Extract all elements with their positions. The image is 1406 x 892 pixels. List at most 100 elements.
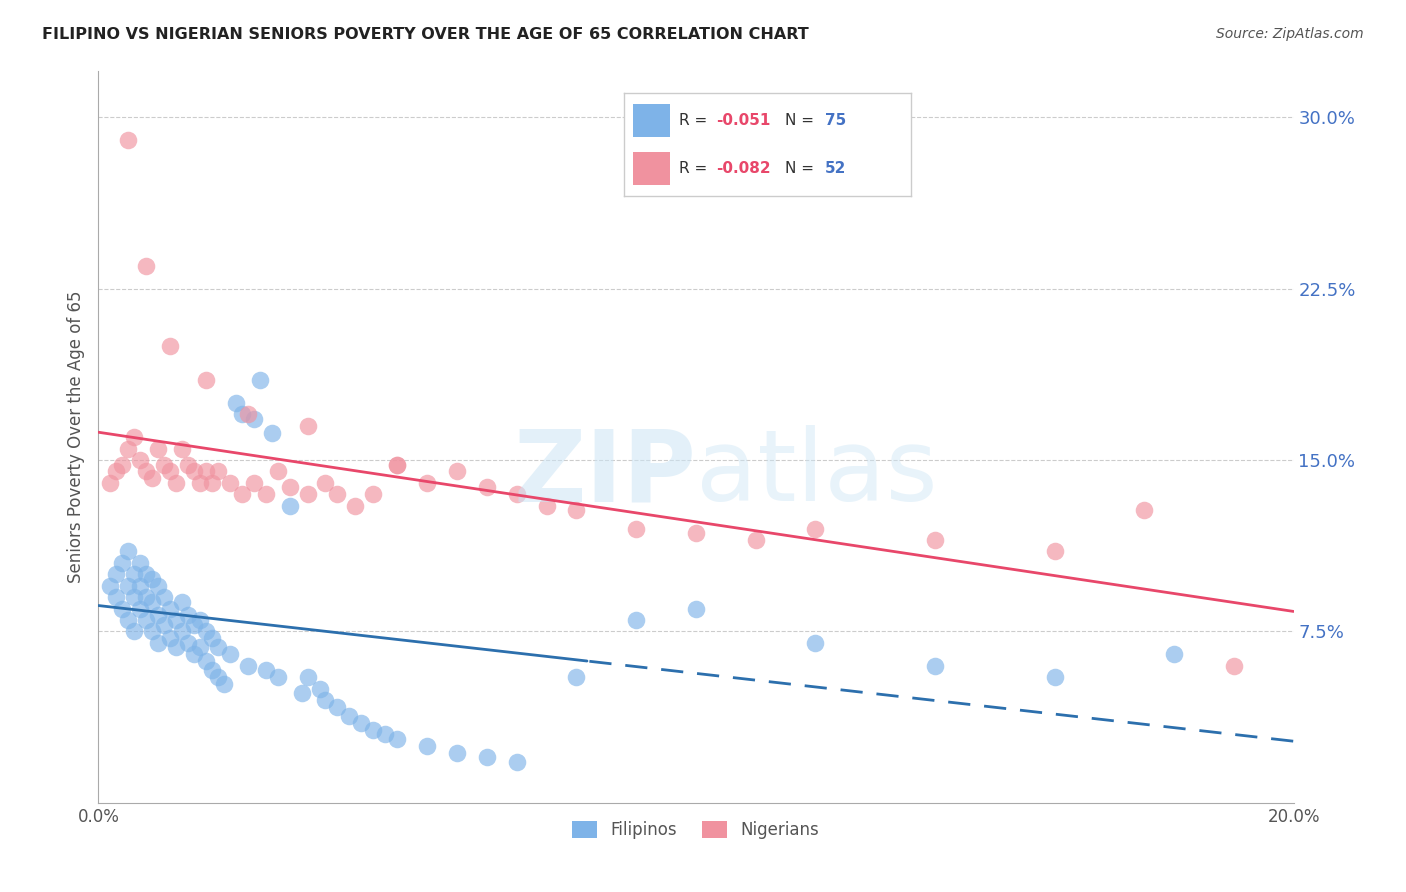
Point: [475, 750, 498, 764]
Point: [231, 407, 253, 421]
Text: atlas: atlas: [696, 425, 938, 522]
Point: [159, 632, 181, 646]
Point: [153, 617, 176, 632]
Point: [626, 613, 648, 627]
Point: [297, 670, 319, 684]
Point: [385, 458, 409, 472]
Point: [201, 663, 224, 677]
Point: [148, 442, 170, 456]
Point: [685, 601, 707, 615]
Point: [344, 499, 367, 513]
Point: [506, 755, 529, 769]
Point: [117, 544, 139, 558]
Point: [183, 464, 205, 478]
Point: [804, 521, 827, 535]
Point: [1163, 647, 1185, 661]
Point: [124, 624, 146, 639]
Point: [172, 595, 194, 609]
Point: [111, 458, 134, 472]
Point: [135, 464, 157, 478]
Point: [117, 613, 139, 627]
Point: [159, 338, 181, 352]
Text: Source: ZipAtlas.com: Source: ZipAtlas.com: [1216, 27, 1364, 41]
Point: [141, 471, 163, 485]
Point: [117, 133, 139, 147]
Point: [236, 658, 259, 673]
Point: [207, 670, 229, 684]
Point: [315, 693, 337, 707]
Point: [98, 475, 122, 490]
Point: [207, 640, 229, 655]
Point: [159, 464, 181, 478]
Point: [195, 373, 218, 387]
Point: [135, 567, 157, 582]
Point: [124, 567, 146, 582]
Point: [148, 636, 170, 650]
Point: [117, 579, 139, 593]
Text: ZIP: ZIP: [513, 425, 696, 522]
Point: [207, 464, 229, 478]
Point: [1043, 670, 1066, 684]
Point: [129, 579, 152, 593]
Point: [254, 487, 277, 501]
Point: [219, 475, 242, 490]
Point: [291, 686, 314, 700]
Point: [124, 430, 146, 444]
Point: [326, 699, 349, 714]
Point: [446, 746, 468, 760]
Point: [195, 624, 218, 639]
Point: [212, 677, 235, 691]
Point: [1223, 658, 1246, 673]
Point: [111, 556, 134, 570]
Point: [350, 715, 373, 730]
Point: [446, 464, 468, 478]
Point: [105, 567, 128, 582]
Point: [626, 521, 648, 535]
Point: [385, 731, 409, 746]
Point: [177, 458, 200, 472]
Point: [339, 709, 361, 723]
Point: [117, 442, 139, 456]
Point: [267, 670, 290, 684]
Point: [363, 487, 385, 501]
Point: [188, 613, 211, 627]
Point: [506, 487, 529, 501]
Point: [141, 572, 163, 586]
Point: [195, 464, 218, 478]
Point: [236, 407, 259, 421]
Point: [231, 487, 253, 501]
Text: FILIPINO VS NIGERIAN SENIORS POVERTY OVER THE AGE OF 65 CORRELATION CHART: FILIPINO VS NIGERIAN SENIORS POVERTY OVE…: [42, 27, 808, 42]
Point: [148, 579, 170, 593]
Point: [219, 647, 242, 661]
Point: [363, 723, 385, 737]
Point: [416, 475, 439, 490]
Point: [254, 663, 277, 677]
Point: [297, 418, 319, 433]
Point: [201, 475, 224, 490]
Point: [1043, 544, 1066, 558]
Point: [165, 613, 187, 627]
Point: [177, 636, 200, 650]
Point: [159, 601, 181, 615]
Point: [172, 624, 194, 639]
Legend: Filipinos, Nigerians: Filipinos, Nigerians: [565, 814, 827, 846]
Point: [188, 475, 211, 490]
Point: [278, 499, 301, 513]
Point: [153, 458, 176, 472]
Point: [172, 442, 194, 456]
Point: [243, 475, 266, 490]
Point: [374, 727, 396, 741]
Point: [249, 373, 271, 387]
Point: [924, 533, 946, 547]
Point: [165, 475, 187, 490]
Point: [153, 590, 176, 604]
Point: [565, 503, 588, 517]
Point: [129, 556, 152, 570]
Point: [135, 259, 157, 273]
Point: [297, 487, 319, 501]
Point: [924, 658, 946, 673]
Point: [124, 590, 146, 604]
Point: [416, 739, 439, 753]
Point: [188, 640, 211, 655]
Point: [177, 608, 200, 623]
